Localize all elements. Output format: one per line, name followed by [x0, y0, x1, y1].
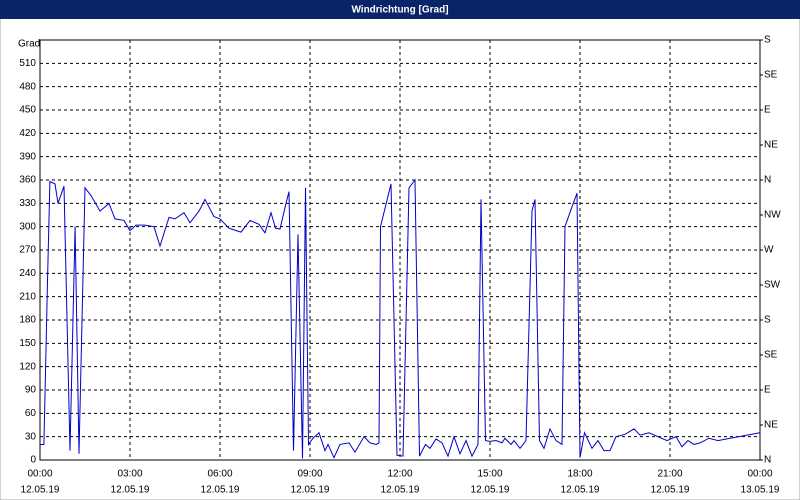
y-tick-label: 480 [19, 81, 36, 92]
y2-tick-label: SW [764, 280, 781, 291]
x-tick-label: 15:00 [477, 469, 502, 480]
y-tick-label: 60 [25, 408, 37, 419]
y-tick-label: 90 [25, 385, 37, 396]
y-tick-label: 510 [19, 58, 36, 69]
y-tick-label: 360 [19, 175, 36, 186]
x-tick-label: 18:00 [567, 469, 592, 480]
x-tick-label: 09:00 [297, 469, 322, 480]
y-tick-label: 120 [19, 361, 36, 372]
y-tick-label: 330 [19, 198, 36, 209]
y-axis-label: Grad [18, 39, 40, 50]
x-tick-label: 00:00 [27, 469, 52, 480]
y2-tick-label: N [764, 455, 771, 466]
x-tick-date: 12.05.19 [471, 485, 510, 496]
y-tick-label: 300 [19, 221, 36, 232]
y-tick-label: 270 [19, 245, 36, 256]
x-tick-label: 06:00 [207, 469, 232, 480]
x-tick-label: 03:00 [117, 469, 142, 480]
x-tick-date: 13.05.19 [741, 485, 780, 496]
x-tick-date: 12.05.19 [651, 485, 690, 496]
x-tick-date: 12.05.19 [381, 485, 420, 496]
y-tick-label: 30 [25, 431, 37, 442]
y2-tick-label: NE [764, 140, 778, 151]
x-tick-label: 12:00 [387, 469, 412, 480]
y-tick-label: 180 [19, 315, 36, 326]
plot-frame [39, 39, 761, 461]
y-tick-label: 420 [19, 128, 36, 139]
y2-tick-label: SE [764, 70, 778, 81]
y-tick-label: 210 [19, 291, 36, 302]
title-bar [0, 0, 800, 19]
x-tick-label: 21:00 [657, 469, 682, 480]
y2-tick-label: N [764, 175, 771, 186]
x-tick-date: 12.05.19 [111, 485, 150, 496]
y2-tick-label: E [764, 385, 771, 396]
y-tick-label: 450 [19, 105, 36, 116]
y2-tick-label: SE [764, 350, 778, 361]
y-tick-label: 150 [19, 338, 36, 349]
x-tick-date: 12.05.19 [291, 485, 330, 496]
y2-tick-label: S [764, 315, 771, 326]
y2-tick-label: W [764, 245, 774, 256]
y-tick-label: 0 [30, 455, 36, 466]
chart-title: Windrichtung [Grad] [351, 5, 448, 16]
y-tick-label: 240 [19, 268, 36, 279]
x-tick-label: 00:00 [747, 469, 772, 480]
x-tick-date: 12.05.19 [561, 485, 600, 496]
data-line [40, 178, 761, 459]
x-tick-date: 12.05.19 [201, 485, 240, 496]
y2-tick-label: NE [764, 420, 778, 431]
y-tick-label: 390 [19, 151, 36, 162]
y2-tick-label: S [764, 35, 771, 46]
y2-tick-label: NW [764, 210, 781, 221]
x-tick-date: 12.05.19 [21, 485, 60, 496]
y2-tick-label: E [764, 105, 771, 116]
